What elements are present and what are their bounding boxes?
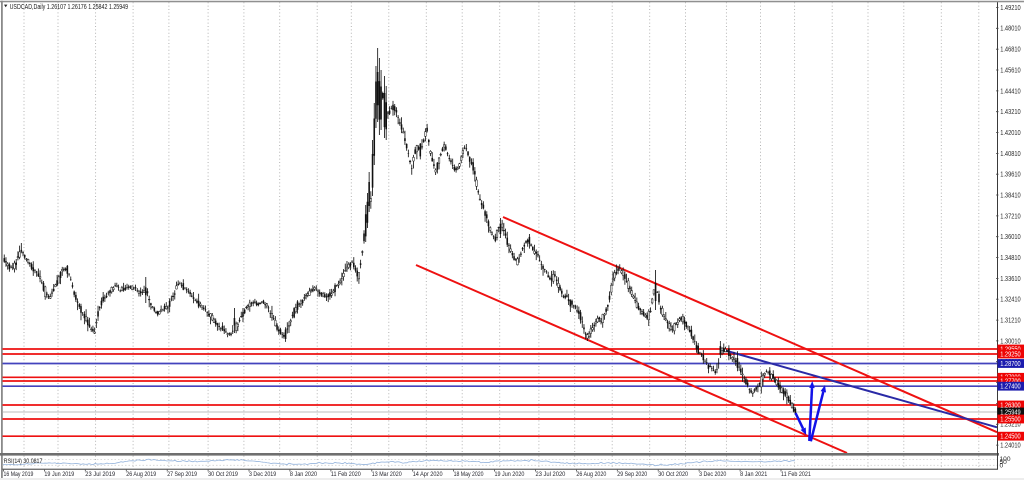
svg-text:1.29250: 1.29250 [1000, 351, 1021, 358]
svg-text:1.25500: 1.25500 [1000, 416, 1021, 423]
svg-text:26 Aug 2019: 26 Aug 2019 [126, 471, 156, 478]
svg-text:11 Feb 2021: 11 Feb 2021 [781, 471, 811, 478]
svg-text:1.25949: 1.25949 [1000, 409, 1021, 416]
svg-text:1.24010: 1.24010 [1000, 443, 1021, 450]
svg-text:1.38410: 1.38410 [1000, 192, 1021, 199]
svg-text:1.33610: 1.33610 [1000, 276, 1021, 283]
svg-text:3 Dec 2019: 3 Dec 2019 [249, 471, 276, 478]
svg-text:1.26300: 1.26300 [1000, 402, 1021, 409]
svg-text:1.40810: 1.40810 [1000, 151, 1021, 158]
svg-text:1.34810: 1.34810 [1000, 255, 1021, 262]
svg-text:29 Sep 2020: 29 Sep 2020 [617, 471, 647, 478]
svg-text:1.44410: 1.44410 [1000, 88, 1021, 95]
svg-text:1.46810: 1.46810 [1000, 47, 1021, 54]
svg-text:0: 0 [1000, 463, 1004, 470]
svg-text:23 Jul 2020: 23 Jul 2020 [536, 471, 566, 478]
svg-text:1.25210: 1.25210 [1000, 422, 1021, 429]
svg-text:18 May 2020: 18 May 2020 [454, 471, 484, 478]
svg-text:1.24500: 1.24500 [1000, 434, 1021, 441]
svg-text:16 May 2019: 16 May 2019 [4, 471, 34, 478]
svg-text:3 Dec 2020: 3 Dec 2020 [699, 471, 726, 478]
svg-text:30 Oct 2019: 30 Oct 2019 [208, 471, 238, 478]
svg-text:1.43210: 1.43210 [1000, 109, 1021, 116]
svg-text:11 Feb 2020: 11 Feb 2020 [331, 471, 361, 478]
svg-text:USDCAD,Daily 1.26107 1.26176 1: USDCAD,Daily 1.26107 1.26176 1.25842 1.2… [10, 2, 129, 11]
svg-text:1.31210: 1.31210 [1000, 318, 1021, 325]
svg-text:19 Jun 2020: 19 Jun 2020 [495, 471, 525, 478]
svg-text:RSI(14) 30.0817: RSI(14) 30.0817 [4, 458, 43, 465]
svg-text:27 Sep 2019: 27 Sep 2019 [167, 471, 197, 478]
svg-text:1.27400: 1.27400 [1000, 384, 1021, 391]
svg-text:50: 50 [1000, 459, 1008, 466]
svg-text:30 Oct 2020: 30 Oct 2020 [658, 471, 688, 478]
svg-text:1.37210: 1.37210 [1000, 213, 1021, 220]
svg-text:1.42010: 1.42010 [1000, 130, 1021, 137]
svg-text:8 Jan 2021: 8 Jan 2021 [740, 471, 767, 478]
svg-text:1.48010: 1.48010 [1000, 26, 1021, 33]
svg-text:1.49210: 1.49210 [1000, 5, 1021, 12]
svg-text:14 Apr 2020: 14 Apr 2020 [413, 471, 443, 478]
svg-text:1.39610: 1.39610 [1000, 172, 1021, 179]
svg-text:1.36010: 1.36010 [1000, 234, 1021, 241]
svg-text:1.28700: 1.28700 [1000, 361, 1021, 368]
svg-text:19 Jun 2019: 19 Jun 2019 [44, 471, 74, 478]
svg-text:23 Jul 2019: 23 Jul 2019 [85, 471, 115, 478]
svg-text:1.45610: 1.45610 [1000, 67, 1021, 74]
svg-text:8 Jan 2020: 8 Jan 2020 [290, 471, 317, 478]
svg-text:1.30010: 1.30010 [1000, 338, 1021, 345]
svg-text:1.32410: 1.32410 [1000, 297, 1021, 304]
svg-text:13 Mar 2020: 13 Mar 2020 [372, 471, 402, 478]
svg-text:26 Aug 2020: 26 Aug 2020 [576, 471, 606, 478]
svg-text:100: 100 [1000, 456, 1011, 463]
